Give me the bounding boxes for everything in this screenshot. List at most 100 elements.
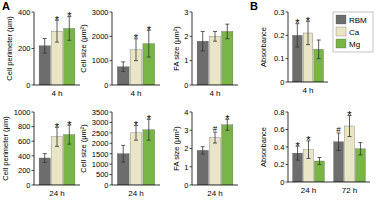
y-tick-label: 600 — [18, 137, 31, 146]
y-axis-label: Absorbance — [259, 127, 268, 167]
y-tick-label: 0.2 — [274, 31, 284, 40]
x-axis — [288, 82, 328, 83]
y-tick-label: 2000 — [92, 32, 109, 41]
error-bar — [121, 62, 125, 72]
y-axis-label: Absorbance — [259, 27, 268, 67]
y-tick-label: 0 — [184, 181, 188, 190]
error-bar — [43, 38, 47, 53]
error-bar — [43, 154, 47, 163]
subplot: 00.20.40.60.8Absorbance**#*24 h72 h — [259, 108, 370, 195]
significance-marker: * — [134, 32, 139, 44]
significance-marker: * — [306, 15, 311, 27]
y-tick-label: 3 — [184, 8, 188, 17]
x-axis — [34, 185, 80, 186]
legend-label: Mg — [349, 40, 360, 49]
y-tick-label: 1500 — [92, 150, 109, 159]
error-bar — [201, 147, 205, 154]
subplot: 0500100015002000250030003500Cell size (μ… — [79, 108, 160, 198]
x-tick-label: 24 h — [301, 186, 317, 195]
y-tick-label: 2 — [184, 32, 188, 41]
bar — [130, 133, 142, 185]
marks — [39, 125, 75, 185]
subplot: B00.10.20.3Absorbance**4 hRBMCaMg — [250, 0, 373, 95]
y-tick-label: 3 — [184, 126, 188, 135]
x-axis — [192, 85, 238, 86]
y-tick-label: 2 — [184, 144, 188, 153]
y-tick-label: 2000 — [92, 139, 109, 148]
y-axis — [192, 12, 193, 85]
marks — [197, 24, 233, 85]
x-tick-label: 4 h — [130, 89, 141, 98]
x-axis — [112, 185, 160, 186]
marks — [293, 21, 324, 82]
y-axis-label: FA size (μm²) — [172, 126, 181, 171]
legend-swatch — [336, 27, 346, 36]
y-tick-label: 3000 — [92, 118, 109, 127]
significance-marker: * — [134, 119, 139, 131]
x-axis — [112, 85, 160, 86]
y-axis-label: Cell size (μm²) — [79, 124, 88, 173]
x-axis — [192, 185, 238, 186]
error-bar — [317, 40, 321, 59]
y-axis — [288, 112, 289, 182]
figure: A0200400Cell perimeter (μm)**4 h01000200… — [0, 0, 376, 216]
y-tick-label: 0 — [280, 78, 284, 87]
y-axis — [34, 112, 35, 185]
annotations: ** — [295, 15, 311, 29]
y-tick-label: 500 — [96, 170, 109, 179]
x-tick-label: 24 h — [128, 189, 144, 198]
y-tick-label: 3000 — [92, 8, 109, 17]
y-tick-label: 0 — [26, 181, 30, 190]
y-tick-label: 400 — [18, 152, 31, 161]
y-axis-label: Cell size (μm²) — [79, 24, 88, 73]
x-tick-label: 72 h — [342, 186, 358, 195]
subplot: 01234FA size (μm²)#*24 h — [172, 108, 238, 198]
y-tick-label: 1000 — [14, 108, 31, 117]
error-bar — [337, 133, 341, 151]
y-tick-label: 1 — [184, 163, 188, 172]
x-tick-label: 24 h — [207, 189, 223, 198]
significance-marker: * — [225, 113, 230, 125]
x-axis — [288, 182, 370, 183]
subplot: A0200400Cell perimeter (μm)**4 h — [2, 0, 80, 98]
annotations: ** — [55, 10, 72, 26]
error-bar — [213, 132, 217, 143]
subplot: 0100020003000Cell size (μm²)**4 h — [79, 8, 160, 98]
y-axis-label: FA size (μm²) — [172, 26, 181, 71]
significance-marker: * — [347, 109, 352, 121]
y-axis — [192, 112, 193, 185]
x-tick-label: 4 h — [209, 89, 220, 98]
x-tick-label: 4 h — [51, 89, 62, 98]
bar — [209, 138, 220, 185]
y-tick-label: 1000 — [92, 160, 109, 169]
significance-marker: * — [55, 121, 60, 133]
bar — [222, 125, 233, 185]
bar — [222, 31, 233, 85]
panel-label: B — [250, 0, 258, 12]
legend-label: Ca — [349, 28, 360, 37]
significance-marker: # — [213, 124, 218, 133]
y-tick-label: 1 — [184, 56, 188, 65]
legend-box — [333, 12, 373, 52]
y-tick-label: 200 — [18, 44, 31, 53]
y-tick-label: 0.8 — [274, 108, 284, 117]
legend: RBMCaMg — [333, 12, 373, 52]
y-axis — [288, 12, 289, 82]
y-axis — [112, 12, 113, 85]
annotations: ** — [134, 24, 152, 45]
significance-marker: * — [306, 134, 311, 146]
error-bar — [213, 31, 217, 41]
y-tick-label: 400 — [18, 8, 31, 17]
error-bar — [225, 24, 229, 39]
marks — [117, 119, 154, 185]
y-axis — [112, 112, 113, 185]
subplot: 02004006008001000Cell perimeter (μm)**24… — [1, 108, 80, 198]
error-bar — [201, 31, 205, 50]
error-bar — [358, 143, 362, 155]
y-tick-label: 0.1 — [274, 54, 284, 63]
y-tick-label: 200 — [18, 166, 31, 175]
significance-marker: * — [295, 140, 300, 152]
legend-swatch — [336, 15, 346, 24]
y-axis-label: Cell perimeter (μm) — [1, 116, 10, 181]
annotations: ** — [55, 119, 72, 133]
